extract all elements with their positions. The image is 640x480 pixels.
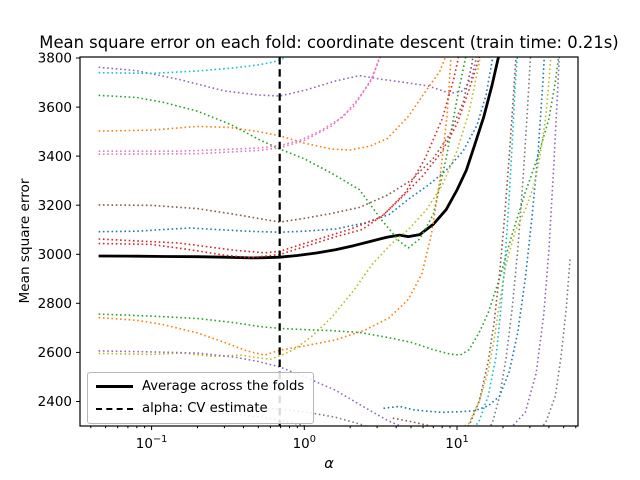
legend-label-average: Average across the folds	[142, 379, 305, 394]
fold-17-pink	[98, 57, 382, 155]
fold-12-orange	[98, 57, 452, 356]
fold-07-pink	[98, 57, 381, 152]
axes-frame	[79, 56, 579, 427]
legend-entry-alpha-cv: alpha: CV estimate	[96, 400, 304, 417]
legend-entry-average: Average across the folds	[96, 378, 304, 395]
chart-title: Mean square error on each fold: coordina…	[39, 33, 619, 52]
fold-03-green	[98, 57, 467, 249]
fold-08-gray	[151, 57, 532, 426]
fold-09-olive	[98, 57, 482, 361]
svg-text:2800: 2800	[38, 296, 72, 312]
svg-text:3600: 3600	[38, 100, 72, 116]
fold-15-purple	[98, 57, 561, 426]
fold-20-cyan	[474, 57, 519, 426]
y-axis-label: Mean square error	[17, 178, 33, 304]
legend-label-alpha-cv: alpha: CV estimate	[142, 401, 268, 416]
svg-text:100: 100	[293, 434, 316, 452]
svg-text:101: 101	[445, 434, 468, 452]
x-axis-tick-labels: 10−1 100 101	[136, 434, 469, 452]
svg-text:3400: 3400	[38, 149, 72, 165]
svg-text:3000: 3000	[38, 247, 72, 263]
svg-text:2600: 2600	[38, 345, 72, 361]
dashed-line-swatch	[96, 407, 133, 410]
fold-19-olive	[463, 57, 552, 426]
x-axis-label: α	[324, 456, 334, 472]
y-axis-tick-labels: 2400 2600 2800 3000 3200 3400 3600 3800	[38, 51, 72, 411]
svg-text:3800: 3800	[38, 51, 72, 67]
fold-06-brown	[98, 57, 474, 223]
solid-line-swatch	[96, 385, 133, 388]
fold-16-brown	[392, 57, 517, 426]
fold-13-green	[98, 57, 560, 356]
fold-11-blue	[383, 57, 546, 414]
legend: Average across the folds alpha: CV estim…	[87, 372, 315, 424]
svg-text:10−1: 10−1	[136, 434, 168, 452]
average-across-folds	[98, 57, 501, 260]
y-axis-ticks	[76, 57, 80, 402]
svg-text:2400: 2400	[38, 394, 72, 410]
fold-10-cyan	[98, 57, 285, 75]
svg-text:3200: 3200	[38, 198, 72, 214]
fold-05-purple	[98, 57, 478, 97]
